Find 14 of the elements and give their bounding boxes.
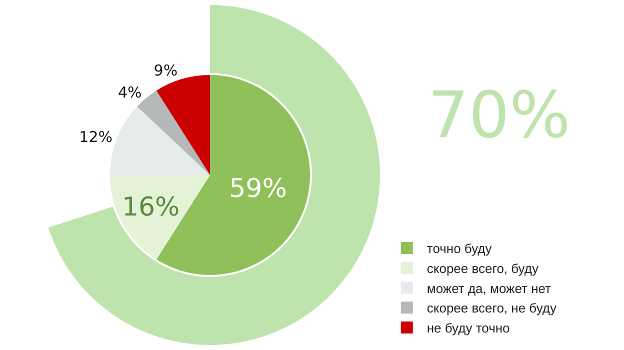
- legend-label: может да, может нет: [426, 280, 552, 296]
- legend-label: скорее всего, буду: [426, 260, 539, 276]
- data-label: 59%: [229, 174, 287, 204]
- data-label: 9%: [154, 62, 178, 80]
- pie-slice: [156, 75, 210, 175]
- data-label: 70%: [428, 79, 570, 153]
- legend-label: не буду точно: [426, 320, 510, 336]
- pie-slice: [110, 175, 210, 260]
- pie-slice: [110, 106, 210, 175]
- legend-label: скорее всего, не буду: [426, 300, 557, 316]
- data-label: 4%: [118, 84, 142, 102]
- legend-label: точно буду: [426, 241, 492, 256]
- data-label: 16%: [122, 192, 180, 222]
- data-label: 12%: [79, 128, 113, 146]
